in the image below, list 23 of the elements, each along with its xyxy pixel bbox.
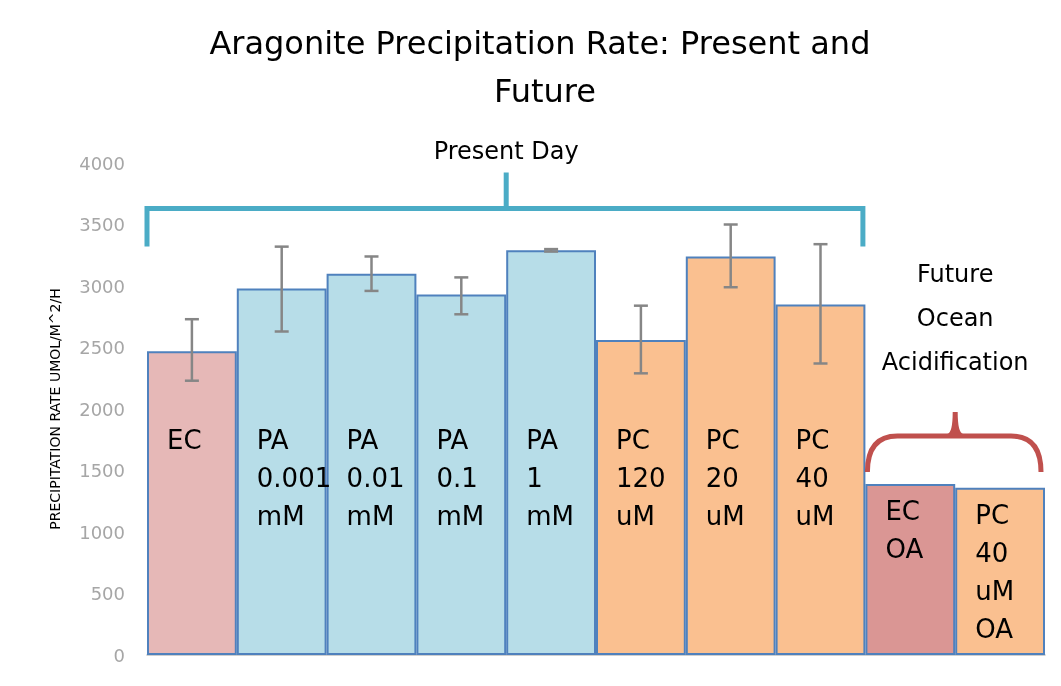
y-tick-label: 0 xyxy=(113,644,125,666)
x-tick-label: PC 40 uM OA xyxy=(975,499,1015,644)
y-tick-label: 4000 xyxy=(79,152,125,174)
x-tick-label: PC 20 uM xyxy=(705,425,745,532)
y-tick-label: 1000 xyxy=(79,521,125,543)
x-tick-label: PA 0.01 mM xyxy=(346,425,405,532)
y-tick-label: 2000 xyxy=(79,398,125,420)
y-tick-label: 3000 xyxy=(79,275,125,297)
y-tick-label: 1500 xyxy=(79,460,125,481)
y-tick-label: 2500 xyxy=(79,337,125,358)
x-tick-label: PC 120 uM xyxy=(616,425,666,532)
y-tick-label: 3500 xyxy=(79,214,125,235)
x-tick-label: PA 0.1 mM xyxy=(436,425,485,532)
x-tick-label: PA 1 mM xyxy=(526,425,574,532)
chart-title: Aragonite Precipitation Rate: Present and Future xyxy=(209,24,881,110)
y-tick-label: 500 xyxy=(90,583,125,604)
y-axis-title: PRECIPITATION RATE UMOL/M^2/H xyxy=(47,288,63,530)
annotation: Future Ocean Acidification xyxy=(881,260,1029,377)
x-tick-label: EC OA xyxy=(885,496,924,565)
x-tick-label: PC 40 uM xyxy=(795,425,835,532)
x-tick-label: PA 0.001 mM xyxy=(256,425,332,532)
x-tick-label: EC xyxy=(167,425,202,456)
annotation: Present Day xyxy=(433,136,579,165)
